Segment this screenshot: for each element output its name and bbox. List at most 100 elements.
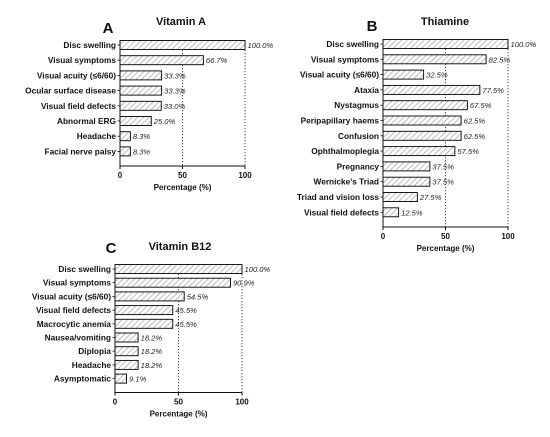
bar bbox=[382, 207, 400, 218]
category-label: Ataxia bbox=[354, 85, 379, 95]
bar bbox=[382, 54, 487, 65]
value-label: 32.5% bbox=[426, 71, 448, 80]
category-label: Diplopia bbox=[78, 346, 111, 356]
category-label: Visual symptoms bbox=[311, 54, 379, 64]
x-tick-label: 50 bbox=[174, 397, 183, 406]
bar bbox=[119, 70, 163, 81]
category-label: Asymptomatic bbox=[54, 374, 112, 384]
bar bbox=[382, 146, 456, 157]
panel-b: B Thiamine Disc swelling 100.0% Visual sympt… bbox=[297, 16, 537, 253]
value-label: 18.2% bbox=[141, 334, 163, 343]
value-label: 8.3% bbox=[133, 147, 151, 156]
category-label: Facial nerve palsy bbox=[45, 146, 117, 156]
bar bbox=[382, 176, 431, 187]
value-label: 33.3% bbox=[164, 87, 186, 96]
value-label: 62.5% bbox=[464, 117, 486, 126]
category-label: Confusion bbox=[338, 131, 379, 141]
value-label: 67.5% bbox=[470, 101, 492, 110]
category-label: Visual acuity (≤6/60) bbox=[37, 70, 116, 80]
bar bbox=[114, 373, 128, 384]
bar bbox=[114, 318, 174, 329]
value-label: 33.0% bbox=[164, 102, 186, 111]
x-tick-label: 50 bbox=[441, 232, 450, 241]
x-tick-label: 100 bbox=[235, 397, 249, 406]
value-label: 100.0% bbox=[245, 265, 271, 274]
category-label: Visual field defects bbox=[36, 305, 111, 315]
x-tick-label: 0 bbox=[118, 171, 123, 180]
value-label: 9.1% bbox=[129, 375, 147, 384]
chart-title: Thiamine bbox=[421, 16, 469, 28]
panel-c: C Vitamin B12 Disc swelling 100.0% Visual sy… bbox=[32, 240, 271, 418]
x-axis-label: Percentage (%) bbox=[150, 409, 208, 418]
category-label: Disc swelling bbox=[58, 264, 111, 274]
bar bbox=[114, 332, 139, 343]
panel-letter: B bbox=[367, 18, 378, 35]
x-tick-label: 100 bbox=[501, 232, 515, 241]
value-label: 18.2% bbox=[141, 347, 163, 356]
value-label: 90.9% bbox=[233, 279, 255, 288]
value-label: 12.5% bbox=[401, 208, 423, 217]
panel-a: A Vitamin A Disc swelling 100.0% Visual symp… bbox=[25, 16, 273, 192]
x-tick-label: 100 bbox=[238, 171, 252, 180]
x-axis-label: Percentage (%) bbox=[154, 183, 212, 192]
value-label: 18.2% bbox=[141, 361, 163, 370]
chart-title: Vitamin A bbox=[156, 16, 206, 28]
panel-letter: C bbox=[106, 240, 117, 257]
category-label: Abnormal ERG bbox=[57, 116, 116, 126]
value-label: 8.3% bbox=[133, 132, 151, 141]
category-label: Visual symptoms bbox=[43, 278, 111, 288]
x-axis-label: Percentage (%) bbox=[417, 244, 475, 253]
bar bbox=[119, 146, 131, 157]
bar bbox=[114, 291, 185, 302]
value-label: 33.3% bbox=[164, 71, 186, 80]
bar bbox=[382, 161, 431, 172]
bar bbox=[382, 84, 481, 95]
value-label: 45.5% bbox=[175, 320, 197, 329]
value-label: 37.5% bbox=[432, 178, 454, 187]
bar bbox=[119, 100, 162, 111]
category-label: Visual symptoms bbox=[48, 55, 116, 65]
value-label: 54.5% bbox=[187, 292, 209, 301]
category-label: Ophthalmoplegia bbox=[311, 146, 379, 156]
panel-letter: A bbox=[103, 20, 114, 37]
category-label: Nausea/vomiting bbox=[45, 333, 111, 343]
category-label: Headache bbox=[77, 131, 117, 141]
value-label: 62.5% bbox=[464, 132, 486, 141]
category-label: Headache bbox=[72, 360, 112, 370]
bar bbox=[119, 116, 152, 126]
category-label: Ocular surface disease bbox=[25, 86, 116, 96]
category-label: Peripapillary haems bbox=[301, 116, 380, 126]
bar bbox=[114, 264, 243, 274]
bar bbox=[114, 346, 139, 357]
value-label: 25.0% bbox=[153, 117, 176, 126]
value-label: 27.5% bbox=[419, 193, 442, 202]
bar bbox=[119, 131, 131, 142]
chart-title: Vitamin B12 bbox=[149, 241, 212, 253]
bar bbox=[119, 40, 246, 50]
value-label: 66.7% bbox=[206, 56, 228, 65]
category-label: Visual acuity (≤6/60) bbox=[300, 70, 379, 80]
value-label: 100.0% bbox=[511, 40, 537, 49]
value-label: 77.5% bbox=[482, 86, 504, 95]
category-label: Visual acuity (≤6/60) bbox=[32, 291, 111, 301]
x-tick-label: 0 bbox=[381, 232, 386, 241]
bar bbox=[382, 192, 418, 202]
x-tick-label: 50 bbox=[178, 171, 187, 180]
category-label: Visual field defects bbox=[304, 207, 379, 217]
category-label: Triad and vision loss bbox=[297, 192, 379, 202]
bar bbox=[382, 130, 462, 141]
category-label: Wernicke's Triad bbox=[314, 177, 379, 187]
bar bbox=[119, 85, 163, 96]
bar bbox=[114, 359, 139, 370]
bar bbox=[119, 55, 204, 66]
category-label: Disc swelling bbox=[326, 39, 379, 49]
category-label: Disc swelling bbox=[63, 40, 116, 50]
bar bbox=[114, 305, 174, 316]
category-label: Visual field defects bbox=[41, 101, 116, 111]
value-label: 82.5% bbox=[489, 55, 511, 64]
x-tick-label: 0 bbox=[113, 397, 118, 406]
bar bbox=[382, 100, 468, 111]
category-label: Pregnancy bbox=[337, 161, 380, 171]
category-label: Macrocytic anemia bbox=[37, 319, 112, 329]
value-label: 45.5% bbox=[175, 306, 197, 315]
